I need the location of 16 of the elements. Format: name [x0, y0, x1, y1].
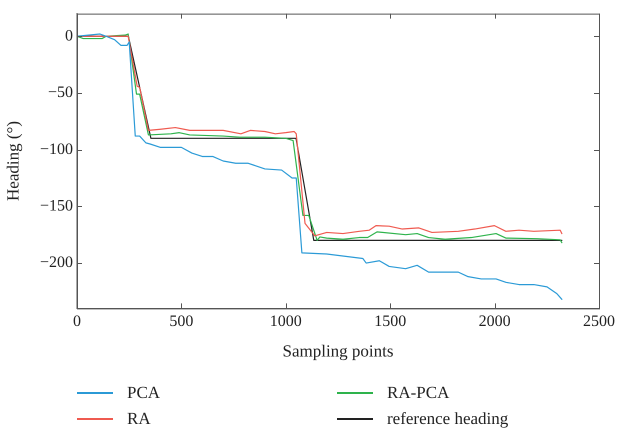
legend-label: RA: [127, 409, 151, 429]
y-axis-title: Heading (°): [4, 121, 23, 201]
y-tick-label: −50: [48, 84, 73, 102]
y-tick-label: −100: [40, 140, 73, 158]
y-tick-label: 0: [65, 27, 73, 44]
y-tick-label: −150: [40, 198, 73, 215]
legend-label: RA-PCA: [387, 383, 450, 403]
x-tick-label: 1000: [270, 313, 302, 330]
x-axis-title: Sampling points: [282, 341, 394, 360]
x-tick-label: 1500: [374, 313, 406, 330]
legend-label: PCA: [127, 383, 160, 403]
x-tick-label: 500: [169, 313, 194, 330]
y-tick-label: −200: [40, 254, 73, 272]
x-tick-label: 2000: [478, 313, 511, 330]
x-tick-label: 2500: [583, 313, 615, 330]
legend-label: reference heading: [387, 409, 508, 429]
